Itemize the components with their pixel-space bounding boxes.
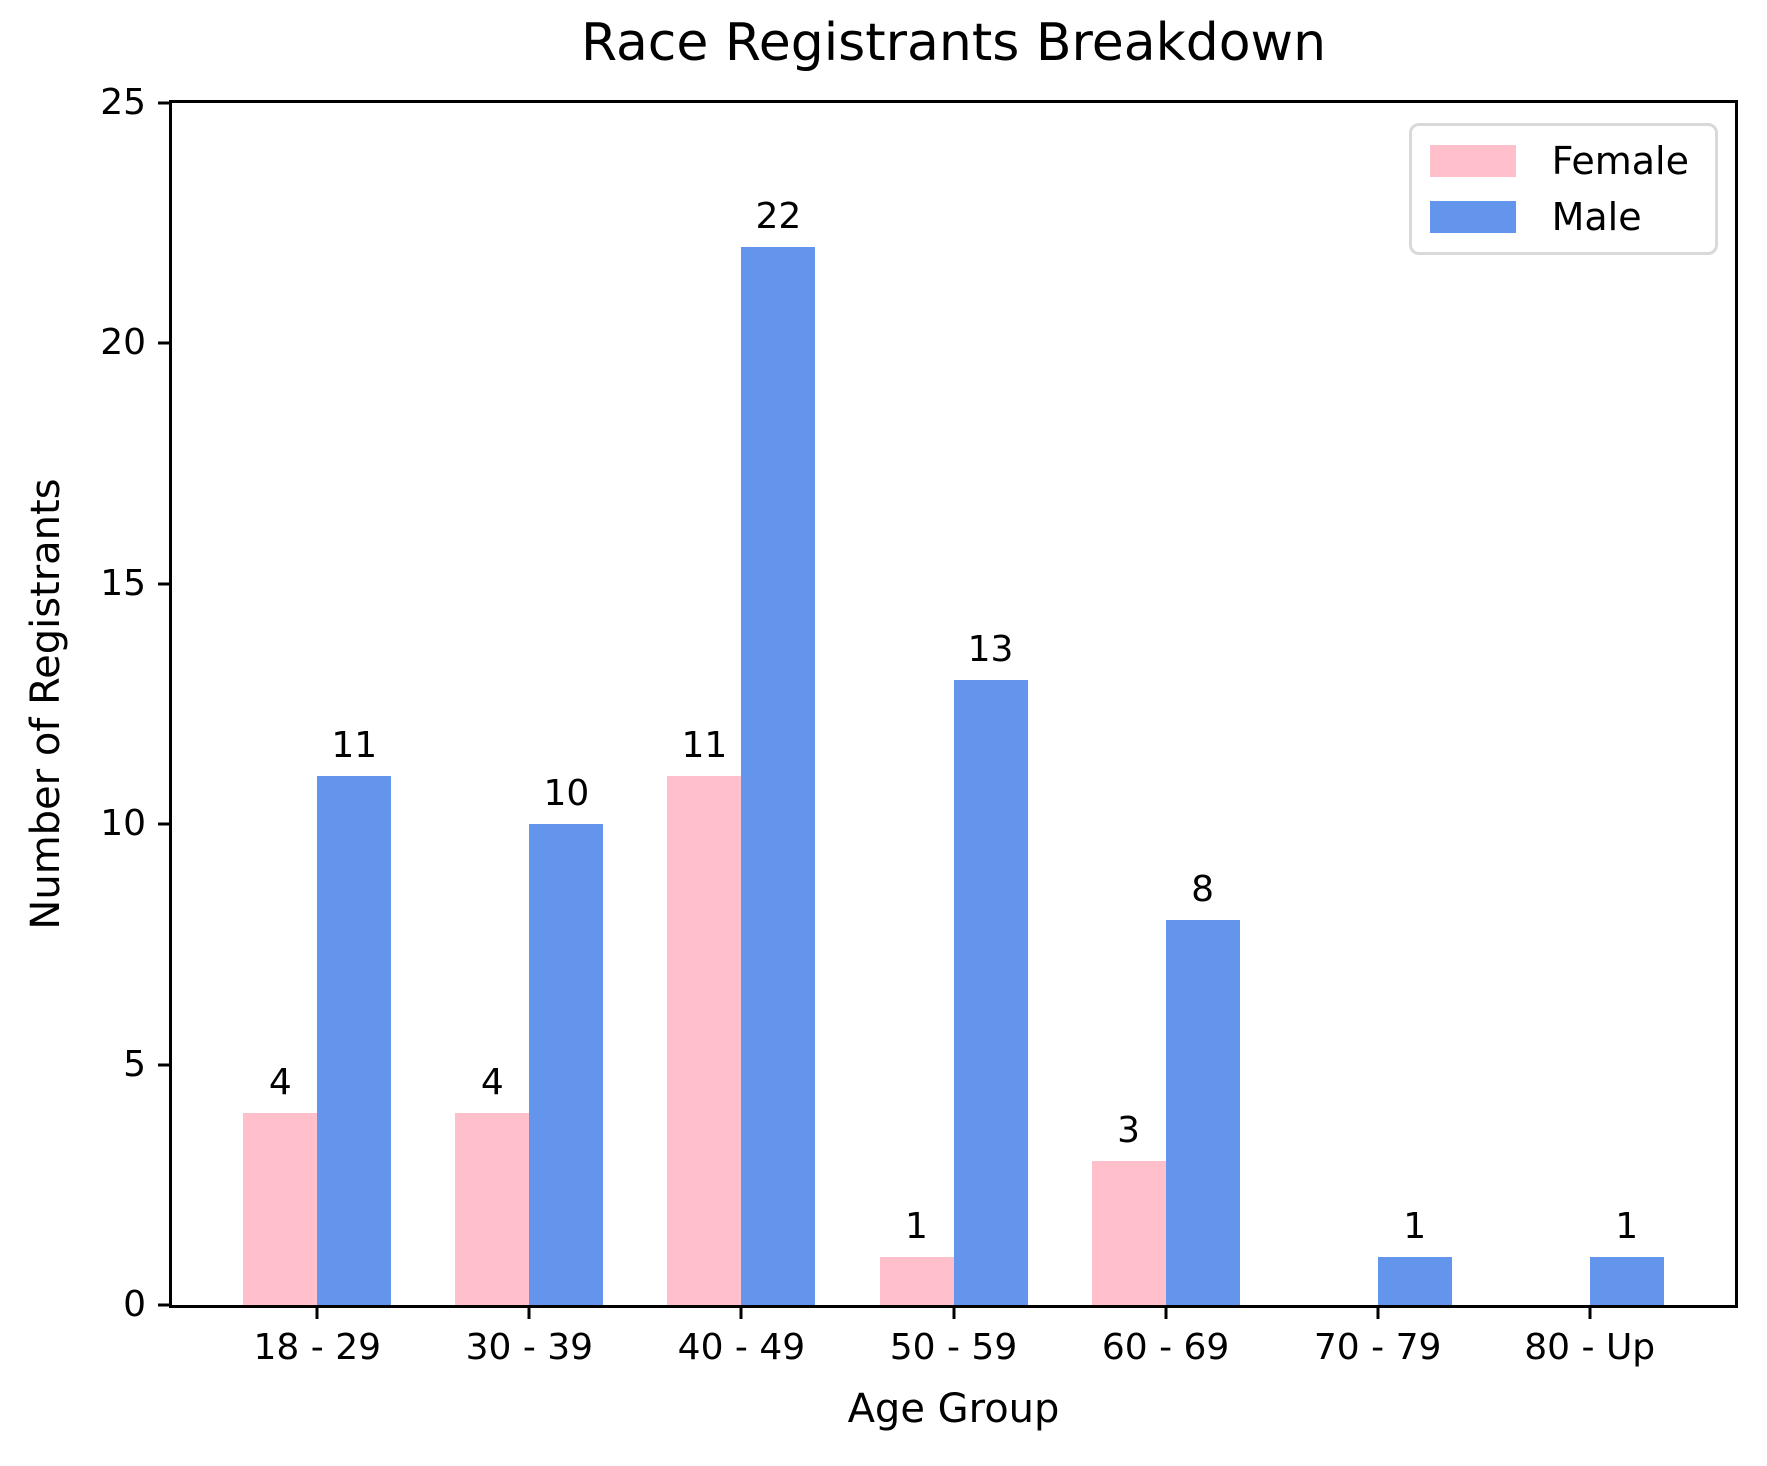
x-tick-label: 40 - 49 — [677, 1327, 806, 1368]
y-tick-label: 15 — [100, 562, 146, 604]
male-series-swatch — [1429, 201, 1516, 233]
x-tick-label: 18 - 29 — [253, 1327, 382, 1368]
legend-item-male: Male — [1429, 195, 1689, 239]
male-bar-80-Up — [1589, 1256, 1664, 1305]
male-bar-18-29 — [317, 776, 392, 1305]
y-tick-mark — [158, 1303, 172, 1307]
female-bar-30-39 — [455, 1112, 530, 1305]
female-bar-50-59 — [879, 1256, 954, 1305]
bar-value-label: 8 — [1191, 869, 1215, 911]
x-tick-label: 70 - 79 — [1313, 1327, 1442, 1368]
x-tick-label: 60 - 69 — [1101, 1327, 1230, 1368]
x-tick-label: 50 - 59 — [889, 1327, 1018, 1368]
y-tick-label: 25 — [100, 82, 146, 123]
x-tick-mark — [952, 1305, 955, 1319]
chart-title: Race Registrants Breakdown — [580, 13, 1327, 73]
male-bar-30-39 — [529, 824, 604, 1305]
x-tick-mark — [1164, 1305, 1168, 1319]
x-tick-mark — [1376, 1305, 1380, 1319]
x-axis-label: Age Group — [847, 1386, 1060, 1432]
x-tick-mark — [315, 1305, 319, 1319]
y-tick-label: 0 — [123, 1284, 146, 1325]
bar-value-label: 22 — [755, 196, 802, 238]
x-tick-mark — [739, 1305, 743, 1319]
bar-value-label: 1 — [905, 1205, 928, 1247]
female-bar-60-69 — [1091, 1160, 1166, 1305]
y-tick-mark — [158, 582, 172, 586]
legend-item-female: Female — [1429, 139, 1689, 183]
x-tick-mark — [1588, 1305, 1592, 1319]
bar-value-label: 4 — [268, 1061, 292, 1103]
x-tick-mark — [527, 1305, 531, 1319]
bar-value-label: 3 — [1117, 1109, 1141, 1151]
male-bar-50-59 — [953, 679, 1028, 1305]
y-axis-label: Number of Registrants — [23, 478, 69, 930]
y-tick-label: 20 — [100, 322, 146, 364]
bar-value-label: 11 — [681, 725, 728, 767]
bar-value-label: 11 — [331, 725, 378, 767]
male-bar-40-49 — [741, 247, 816, 1305]
y-tick-mark — [158, 341, 172, 345]
male-bar-60-69 — [1165, 920, 1240, 1305]
bar-value-label: 13 — [967, 628, 1014, 670]
x-tick-label: 80 - Up — [1524, 1327, 1656, 1368]
bar-value-label: 1 — [1615, 1205, 1639, 1247]
legend: Female Male — [1408, 123, 1718, 255]
bar-value-label: 4 — [480, 1061, 504, 1103]
x-tick-label: 30 - 39 — [465, 1327, 594, 1368]
male-bar-70-79 — [1377, 1256, 1452, 1305]
y-tick-mark — [158, 822, 172, 826]
plot-area: Female Male 0 5 10 15 20 25 18 - 29 4 11 30 - 39 4… — [100, 85, 1738, 1368]
female-bar-40-49 — [667, 776, 742, 1305]
y-tick-mark — [158, 1063, 172, 1067]
female-bar-18-29 — [243, 1112, 318, 1305]
bar-value-label: 1 — [1403, 1205, 1427, 1247]
legend-label-female: Female — [1551, 139, 1689, 183]
legend-label-male: Male — [1551, 195, 1642, 239]
y-tick-label: 10 — [100, 803, 146, 845]
female-series-swatch — [1429, 145, 1516, 177]
y-tick-mark — [158, 101, 172, 105]
y-tick-label: 5 — [123, 1043, 146, 1085]
bar-value-label: 10 — [543, 773, 590, 815]
